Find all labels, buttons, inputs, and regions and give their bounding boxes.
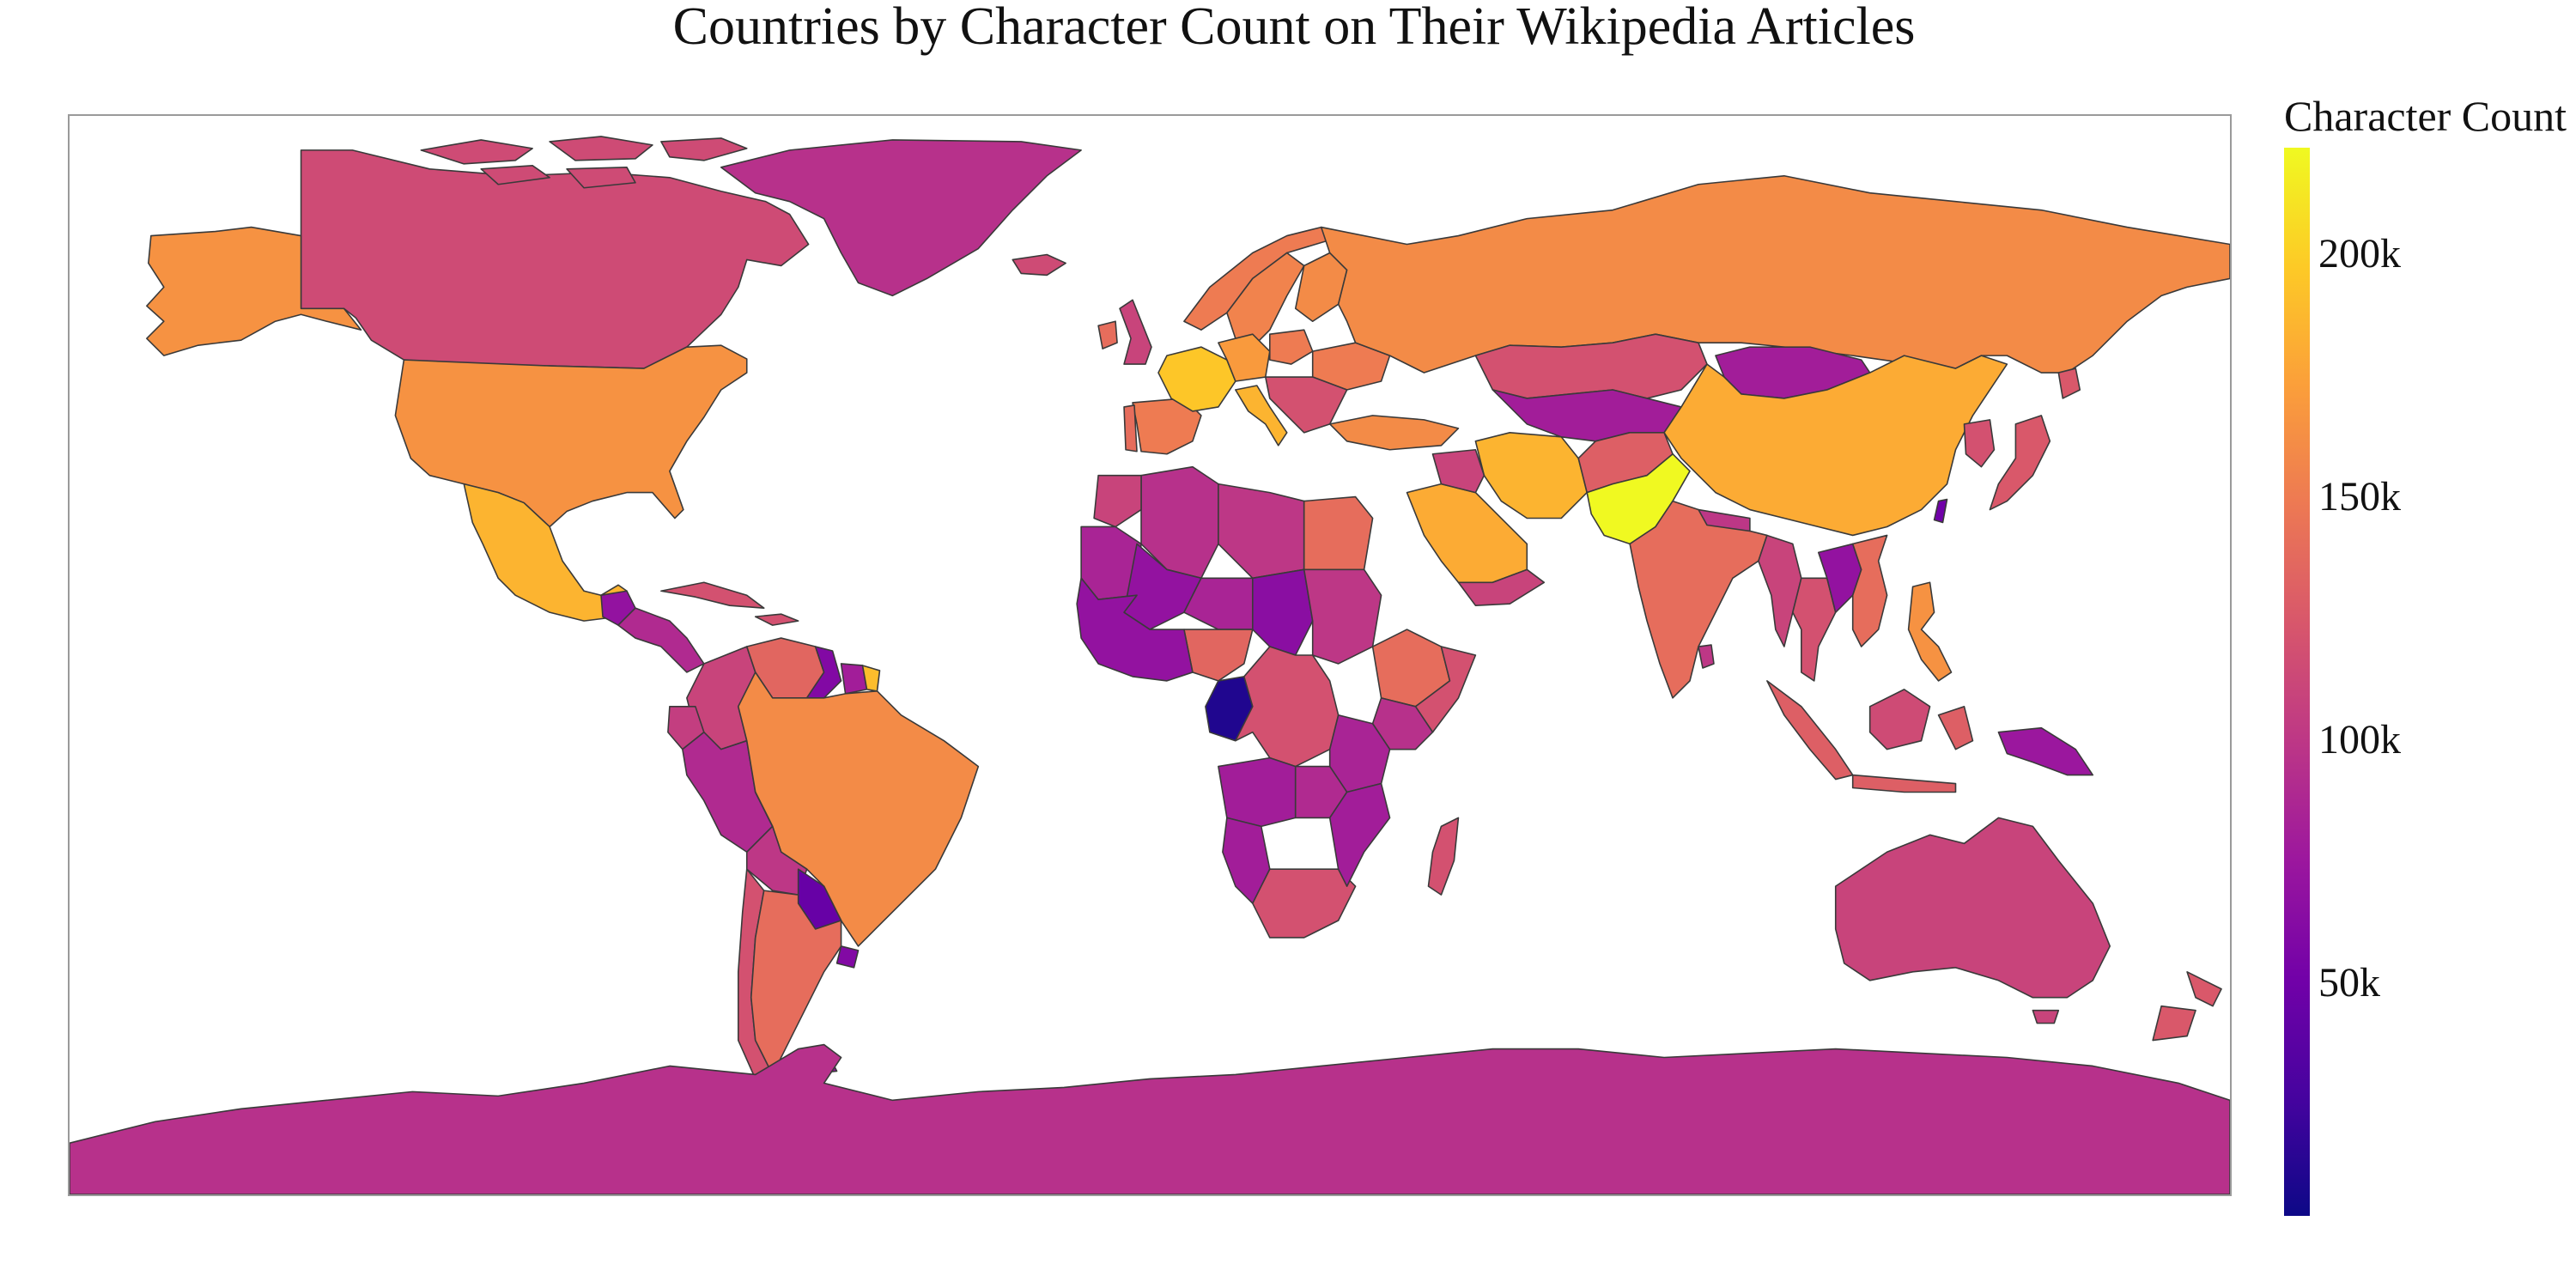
region-egypt[interactable]: Egypt: [1303, 495, 1374, 571]
colorbar-tick-label: 100k: [2318, 716, 2401, 762]
chart-title: Countries by Character Count on Their Wi…: [672, 0, 1916, 56]
region-morocco[interactable]: Morocco: [1093, 474, 1142, 528]
colorbar: [2284, 148, 2310, 1216]
region-angola[interactable]: Angola: [1218, 756, 1297, 828]
region-italy[interactable]: Italy: [1235, 385, 1288, 447]
region-papua-new-guinea[interactable]: Papua New Guinea: [1997, 726, 2094, 776]
region-united-states[interactable]: United States: [394, 344, 748, 528]
region-south-africa[interactable]: South Africa: [1252, 868, 1357, 939]
region-australia[interactable]: Australia: [1834, 817, 2111, 1024]
colorbar-tick-label: 200k: [2318, 231, 2401, 277]
region-philippines[interactable]: Philippines: [1907, 581, 1953, 682]
region-vietnam[interactable]: Vietnam: [1851, 534, 1888, 647]
region-iran[interactable]: Iran: [1474, 432, 1588, 519]
region-thailand[interactable]: Thailand: [1792, 577, 1837, 682]
region-russia[interactable]: Russia: [1320, 174, 2230, 374]
region-turkey[interactable]: Turkey: [1328, 415, 1460, 451]
region-canadian-arctic-archipelago[interactable]: Canadian Arctic Archipelago: [420, 136, 748, 189]
region-new-zealand[interactable]: New Zealand: [2152, 971, 2222, 1042]
region-antarctica[interactable]: Antarctica: [70, 1043, 2230, 1194]
region-algeria[interactable]: Algeria: [1140, 465, 1219, 580]
region-united-kingdom[interactable]: United Kingdom: [1119, 299, 1152, 365]
colorbar-title: Character Count: [2284, 92, 2567, 140]
region-madagascar[interactable]: Madagascar: [1427, 817, 1460, 896]
region-greenland[interactable]: Greenland: [720, 139, 1082, 297]
map-frame[interactable]: CanadaCanadian Arctic ArchipelagoAlaskaU…: [68, 114, 2232, 1196]
region-india[interactable]: India: [1629, 500, 1768, 699]
region-borneo[interactable]: Borneo: [1868, 689, 1931, 750]
region-indonesia[interactable]: Indonesia: [1766, 680, 1974, 793]
region-libya[interactable]: Libya: [1218, 483, 1305, 580]
region-myanmar[interactable]: Myanmar: [1758, 534, 1802, 647]
region-portugal[interactable]: Portugal: [1123, 404, 1138, 453]
region-sudan[interactable]: Sudan: [1303, 568, 1382, 665]
region-mozambique[interactable]: Mozambique: [1328, 782, 1391, 887]
region-central-america[interactable]: Central America: [617, 607, 705, 673]
region-taiwan[interactable]: Taiwan: [1933, 498, 1948, 524]
region-sri-lanka[interactable]: Sri Lanka: [1698, 644, 1715, 669]
region-uruguay[interactable]: Uruguay: [835, 945, 860, 969]
world-map[interactable]: CanadaCanadian Arctic ArchipelagoAlaskaU…: [70, 116, 2230, 1194]
region-iraq[interactable]: Iraq: [1431, 448, 1485, 494]
region-west-africa[interactable]: West Africa: [1076, 577, 1194, 682]
region-chad[interactable]: Chad: [1252, 568, 1314, 656]
region-korea[interactable]: Korea: [1963, 419, 1996, 468]
region-iceland[interactable]: Iceland: [1012, 253, 1066, 276]
region-nigeria[interactable]: Nigeria: [1183, 629, 1254, 682]
region-france[interactable]: France: [1157, 346, 1236, 412]
region-yemen[interactable]: Yemen: [1457, 568, 1546, 606]
region-poland[interactable]: Poland: [1268, 329, 1314, 365]
region-alaska[interactable]: Alaska: [146, 226, 362, 356]
region-balkans[interactable]: Balkans: [1264, 376, 1348, 434]
region-ireland[interactable]: Ireland: [1097, 320, 1118, 349]
colorbar-tick-label: 150k: [2318, 474, 2401, 520]
region-cuba[interactable]: Cuba: [660, 581, 799, 626]
region-argentina[interactable]: Argentina: [750, 890, 842, 1076]
region-canada[interactable]: Canada: [300, 149, 810, 369]
region-nepal[interactable]: Nepal: [1698, 508, 1751, 532]
colorbar-tick-label: 50k: [2318, 959, 2380, 1005]
region-japan[interactable]: Japan: [1989, 368, 2081, 511]
